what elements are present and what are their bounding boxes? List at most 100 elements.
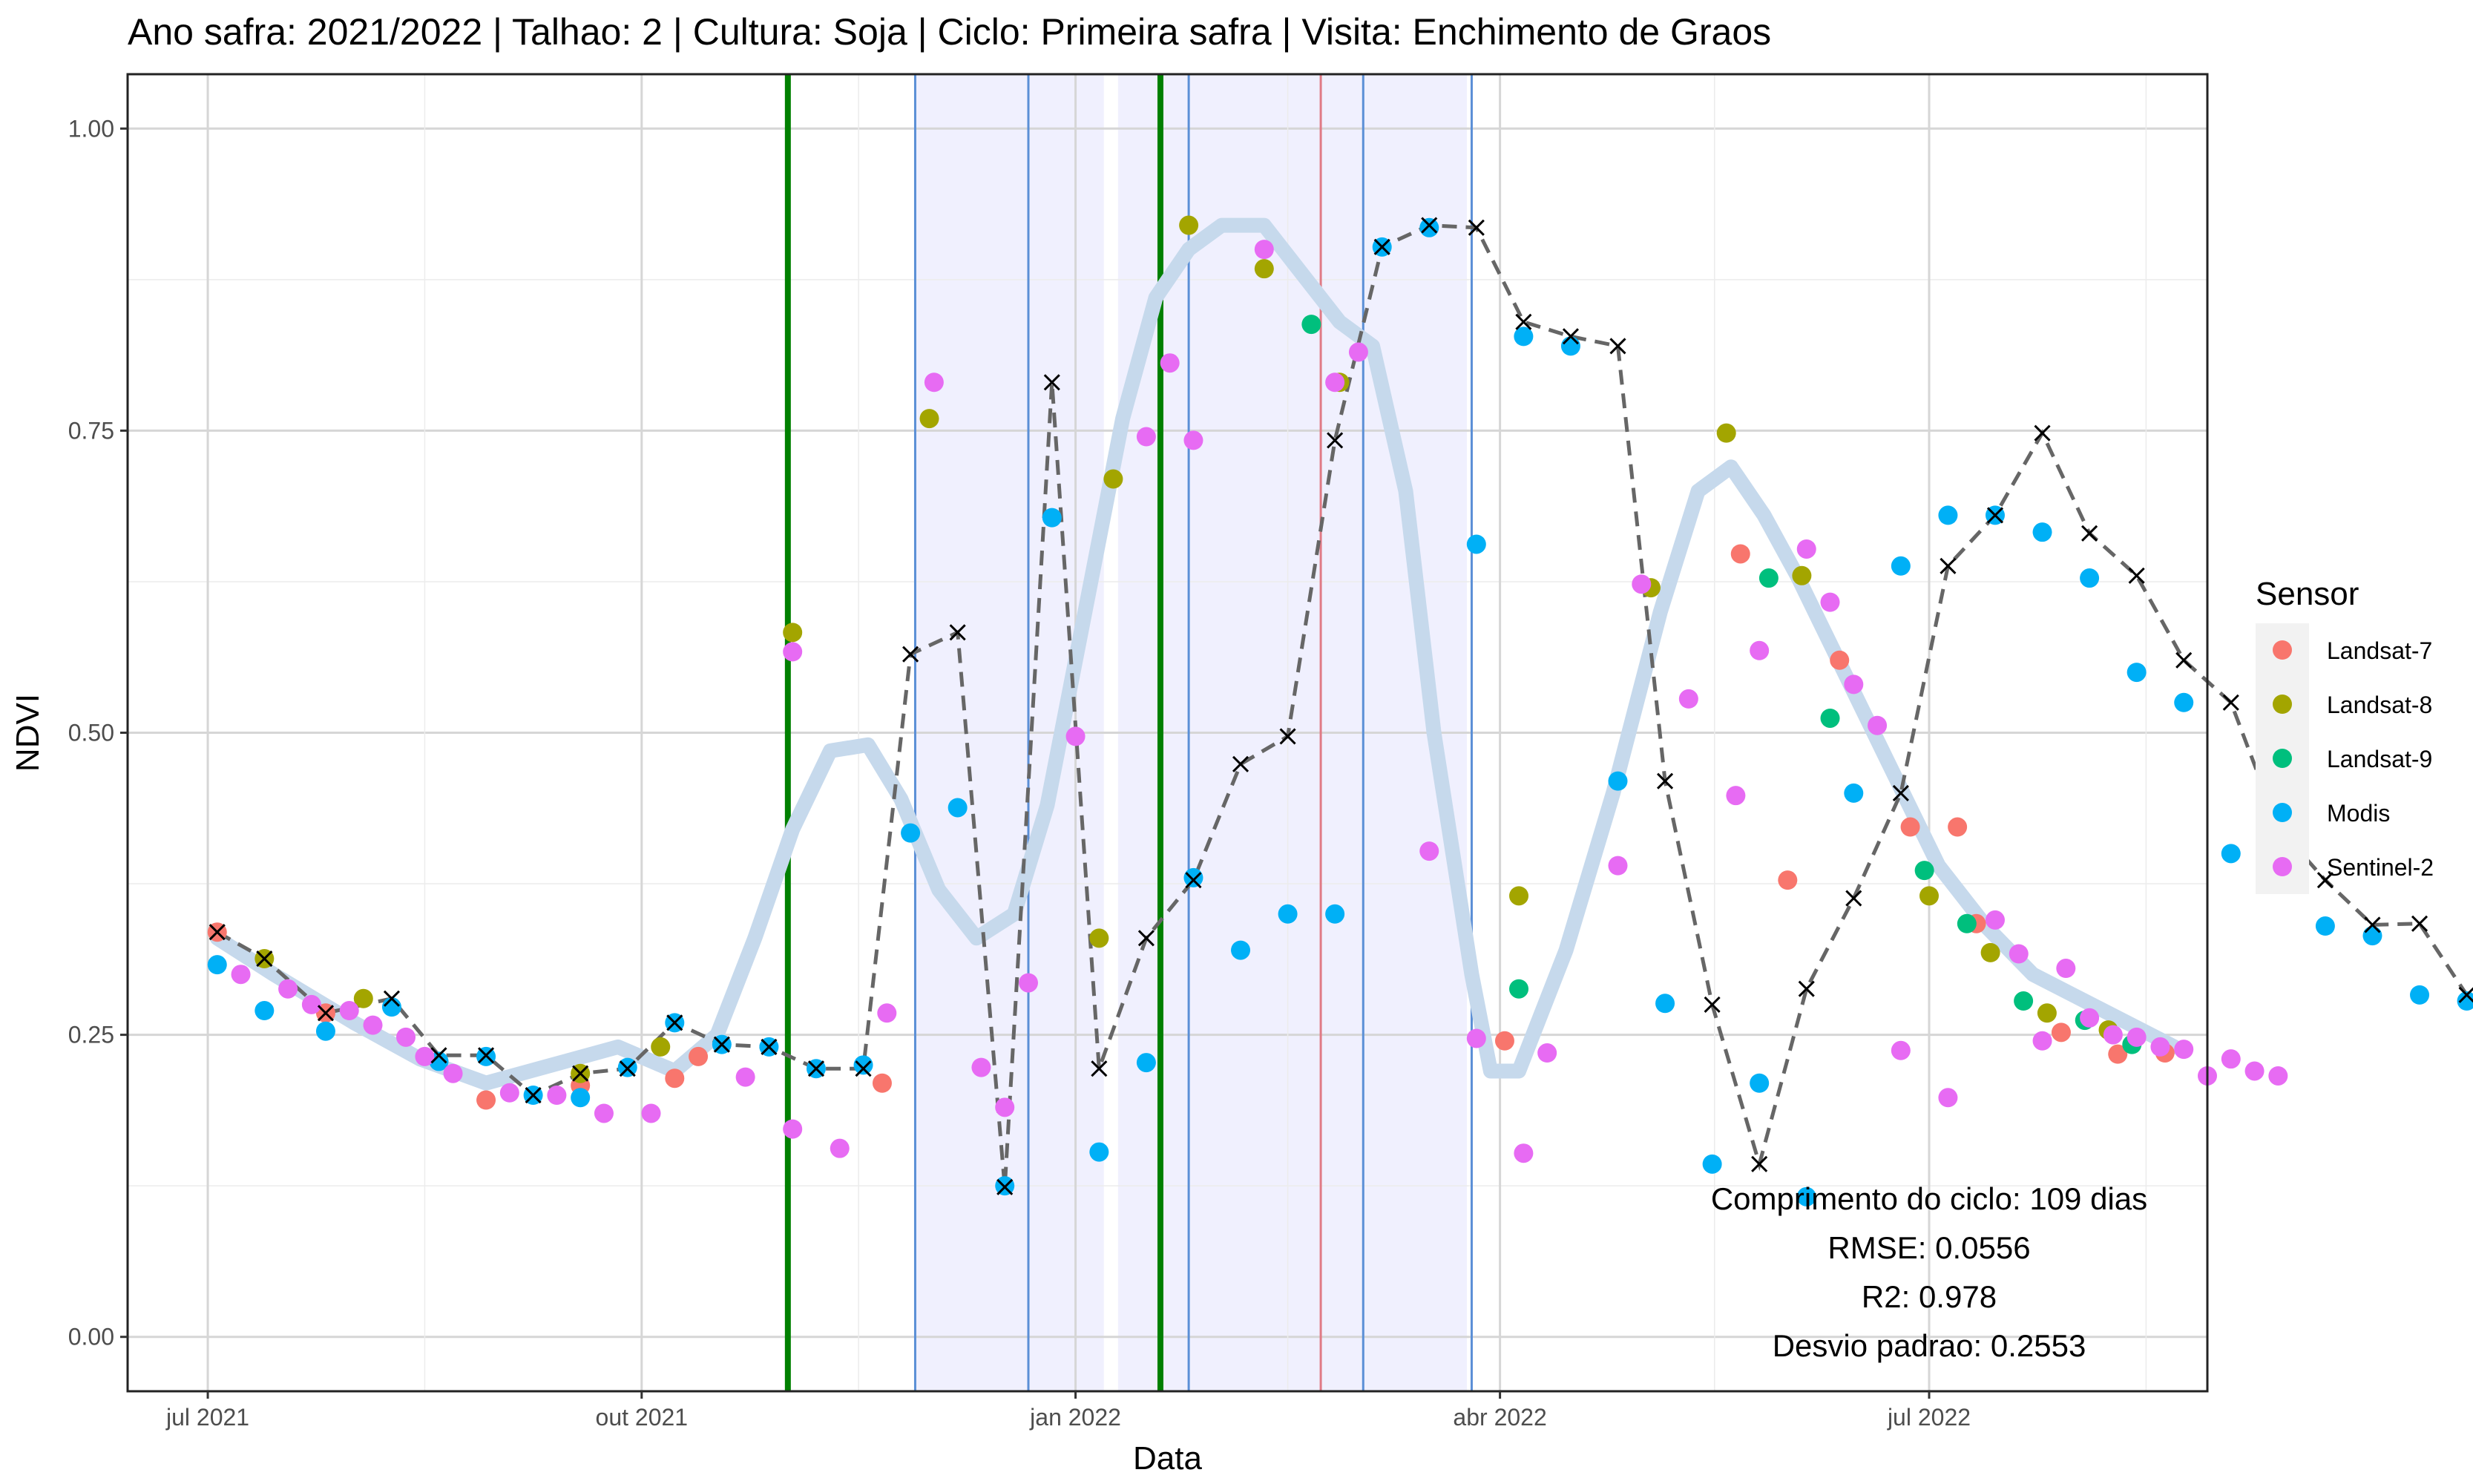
x-marker: [572, 1065, 589, 1082]
x-marker: [2316, 872, 2334, 889]
x-marker: [2081, 525, 2098, 542]
data-point-modis: [1089, 1142, 1109, 1162]
data-point-sentinel-2: [1136, 427, 1156, 447]
data-point-landsat-9: [1758, 568, 1779, 588]
legend-swatch-landsat-9: [2273, 749, 2292, 768]
data-point-modis: [1655, 994, 1675, 1014]
x-marker: [1845, 890, 1862, 907]
data-point-sentinel-2: [363, 1015, 383, 1035]
data-point-modis: [1608, 771, 1628, 791]
x-marker: [949, 624, 966, 641]
x-marker: [1704, 996, 1721, 1013]
y-axis-title: NDVI: [10, 694, 46, 772]
data-point-landsat-9: [1957, 913, 1977, 933]
data-point-modis: [2221, 844, 2241, 864]
data-point-sentinel-2: [1938, 1088, 1958, 1108]
data-point-modis: [2315, 916, 2335, 936]
data-point-sentinel-2: [735, 1067, 755, 1087]
x-markers-layer: [208, 217, 2473, 1195]
x-marker: [1373, 238, 1390, 255]
data-point-landsat-7: [1778, 870, 1798, 890]
data-point-sentinel-2: [1254, 240, 1274, 260]
data-point-sentinel-2: [783, 642, 803, 662]
legend-swatch-sentinel-2: [2273, 857, 2292, 876]
data-point-sentinel-2: [1348, 342, 1368, 362]
data-point-landsat-9: [1509, 979, 1529, 999]
data-point-landsat-8: [1980, 942, 2000, 962]
data-point-sentinel-2: [1678, 689, 1698, 709]
legend-label: Landsat-9: [2327, 746, 2432, 772]
data-point-sentinel-2: [924, 372, 944, 393]
x-marker: [1137, 930, 1155, 947]
data-point-sentinel-2: [1985, 910, 2005, 930]
y-tick-label: 0.50: [68, 720, 114, 746]
data-point-sentinel-2: [1891, 1040, 1911, 1060]
data-point-landsat-8: [1509, 886, 1529, 906]
data-point-sentinel-2: [2056, 959, 2076, 979]
data-point-landsat-8: [1089, 928, 1109, 948]
data-point-sentinel-2: [1537, 1043, 1557, 1063]
x-marker: [208, 924, 226, 941]
data-point-modis: [571, 1088, 591, 1108]
data-point-modis: [1702, 1154, 1722, 1174]
legend-swatch-landsat-8: [2273, 695, 2292, 714]
data-point-sentinel-2: [1820, 592, 1840, 612]
data-point-modis: [1844, 783, 1864, 803]
data-point-sentinel-2: [594, 1103, 614, 1123]
legend-label: Landsat-8: [2327, 692, 2432, 718]
data-point-modis: [2032, 522, 2052, 542]
data-point-landsat-9: [1914, 861, 1934, 881]
data-point-landsat-7: [1948, 817, 1968, 837]
data-point-modis: [2362, 926, 2382, 946]
grid-layer: [128, 74, 2207, 1391]
data-point-modis: [1325, 904, 1345, 924]
legend-swatch-landsat-7: [2273, 640, 2292, 660]
x-marker: [1656, 772, 1674, 789]
x-marker: [1562, 328, 1580, 345]
x-marker: [1232, 755, 1249, 772]
data-point-modis: [853, 1055, 873, 1075]
data-point-sentinel-2: [877, 1003, 897, 1023]
stats-annotation: Comprimento do ciclo: 109 dias: [1711, 1181, 2147, 1216]
y-tick-label: 0.75: [68, 417, 114, 444]
x-tick-label: jan 2022: [1029, 1404, 1121, 1431]
x-marker: [902, 646, 919, 663]
x-marker: [1043, 374, 1060, 391]
x-marker: [256, 950, 273, 968]
axes-layer: 0.00 0.25 0.50 0.75 1.00 jul 2021 out 2021 jan …: [10, 115, 1971, 1477]
data-point-sentinel-2: [2174, 1040, 2194, 1060]
data-point-landsat-8: [1103, 469, 1123, 489]
y-tick-label: 0.00: [68, 1324, 114, 1350]
data-point-sentinel-2: [2009, 944, 2029, 964]
data-point-landsat-8: [1792, 565, 1812, 585]
data-point-landsat-8: [1919, 886, 1939, 906]
x-marker: [2175, 651, 2193, 669]
data-point-modis: [901, 823, 921, 843]
data-point-landsat-7: [1900, 817, 1920, 837]
x-tick-label: jul 2021: [165, 1404, 249, 1431]
data-point-sentinel-2: [995, 1097, 1015, 1117]
data-point-landsat-7: [2108, 1044, 2128, 1064]
x-marker: [2222, 694, 2239, 711]
legend-title: Sensor: [2256, 576, 2359, 612]
data-point-sentinel-2: [1325, 372, 1345, 393]
x-marker: [807, 1060, 825, 1077]
data-point-landsat-7: [476, 1090, 496, 1110]
x-marker: [430, 1047, 447, 1064]
data-point-landsat-9: [2014, 991, 2034, 1011]
data-point-sentinel-2: [1065, 726, 1086, 746]
data-point-sentinel-2: [1183, 430, 1203, 450]
x-marker: [619, 1060, 636, 1077]
data-point-sentinel-2: [2080, 1008, 2100, 1028]
data-point-sentinel-2: [396, 1027, 416, 1047]
data-point-sentinel-2: [443, 1063, 463, 1083]
data-point-modis: [1514, 326, 1534, 347]
data-point-landsat-9: [1820, 708, 1840, 728]
stats-annotation: Desvio padrao: 0.2553: [1773, 1328, 2086, 1363]
x-marker: [1798, 980, 1815, 997]
data-point-modis: [315, 1021, 335, 1041]
data-point-modis: [1891, 556, 1911, 576]
x-marker: [2458, 986, 2473, 1003]
x-tick-label: out 2021: [596, 1404, 689, 1431]
